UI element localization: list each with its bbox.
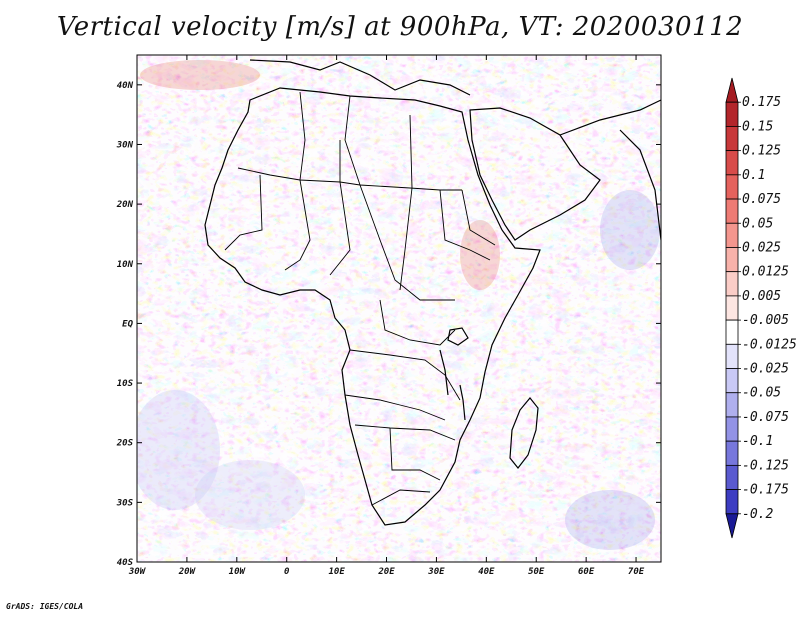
colorbar-swatch — [725, 126, 739, 152]
longitude-axis: 30W 20W 10W 0 10E 20E 30E 40E 50E 60E 70E — [128, 55, 645, 577]
colorbar-label: 0.1 — [742, 168, 765, 183]
colorbar-swatch — [725, 464, 739, 490]
colorbar-label: -0.005 — [742, 313, 789, 328]
colorbar-swatch — [725, 247, 739, 273]
lake-tanganyika — [439, 349, 449, 396]
colorbar-label: 0.0125 — [742, 265, 789, 280]
velocity-field — [137, 55, 661, 562]
colorbar-label: 0.05 — [742, 216, 773, 231]
lon-tick-label: 20W — [178, 567, 197, 577]
lon-tick-label: 10E — [328, 567, 345, 577]
colorbar-swatch — [725, 440, 739, 466]
colorbar-label: -0.025 — [742, 362, 789, 377]
colorbar-swatch — [725, 489, 739, 515]
map-title: Vertical velocity [m/s] at 900hPa, VT: 2… — [56, 12, 744, 42]
colorbar-label: 0.15 — [742, 119, 773, 134]
africa-coastline — [204, 87, 541, 526]
lat-tick-label: 30N — [116, 140, 134, 150]
plot-frame — [136, 54, 662, 563]
arabia-coastline — [469, 107, 601, 241]
lat-tick-label: 10S — [117, 379, 134, 389]
colorbar-swatch — [725, 150, 739, 176]
colorbar-swatch — [725, 343, 739, 369]
colorbar-label: -0.2 — [742, 507, 773, 522]
colorbar-swatch — [725, 271, 739, 297]
colorbar-swatch — [725, 368, 739, 394]
lon-tick-label: 0 — [284, 567, 290, 577]
colorbar-swatch — [725, 222, 739, 248]
lon-tick-label: 40E — [478, 567, 495, 577]
lon-tick-label: 60E — [578, 567, 595, 577]
lat-tick-label: 40N — [117, 81, 134, 91]
lat-tick-label: 20S — [116, 439, 134, 449]
lon-tick-label: 30W — [128, 567, 147, 577]
lon-tick-label: 50E — [528, 567, 545, 577]
colorbar-swatch — [725, 174, 739, 200]
colorbar-swatch — [725, 295, 739, 321]
lake-victoria — [447, 327, 469, 346]
grads-credit: GrADS: IGES/COLA — [6, 602, 84, 611]
lat-tick-label: EQ — [122, 319, 133, 329]
colorbar-label: -0.05 — [742, 386, 781, 401]
colorbar-swatch — [725, 319, 739, 345]
lon-tick-label: 10W — [229, 567, 247, 577]
lon-tick-label: 20E — [377, 567, 395, 577]
colorbar-label: 0.075 — [742, 192, 781, 207]
latitude-axis: 40N 30N 20N 10N EQ 10S 20S 30S 40S — [116, 81, 661, 568]
colorbar-label: 0.125 — [742, 144, 781, 159]
lat-tick-label: 40S — [117, 558, 134, 568]
lat-tick-label: 10N — [117, 260, 134, 270]
colorbar-swatch — [725, 392, 739, 418]
colorbar-swatch — [725, 416, 739, 442]
europe-coastline — [249, 59, 471, 96]
colorbar-label: -0.125 — [742, 458, 789, 473]
colorbar-label: 0.005 — [742, 289, 781, 304]
colorbar-label: -0.175 — [742, 483, 789, 498]
colorbar-swatch — [725, 101, 739, 127]
colorbar: 0.175 0.15 0.125 0.1 0.075 0.05 0.025 0.0125 0.0… — [725, 77, 797, 539]
colorbar-label: -0.075 — [742, 410, 789, 425]
colorbar-label: -0.0125 — [742, 337, 797, 352]
lake-malawi — [459, 384, 466, 421]
lon-tick-label: 70E — [628, 567, 645, 577]
colorbar-top-arrow — [725, 77, 739, 103]
country-borders — [224, 91, 496, 506]
lat-tick-label: 20N — [116, 200, 134, 210]
colorbar-label: 0.175 — [742, 95, 781, 110]
colorbar-swatch — [725, 198, 739, 224]
madagascar-coastline — [509, 397, 539, 469]
lat-tick-label: 30S — [116, 498, 134, 508]
colorbar-label: -0.1 — [742, 434, 773, 449]
india-coastline — [619, 129, 661, 241]
gulf-coastline — [559, 99, 661, 136]
coastlines — [204, 59, 661, 526]
colorbar-label: 0.025 — [742, 240, 781, 255]
colorbar-bottom-arrow — [725, 513, 739, 539]
lon-tick-label: 30E — [427, 567, 445, 577]
